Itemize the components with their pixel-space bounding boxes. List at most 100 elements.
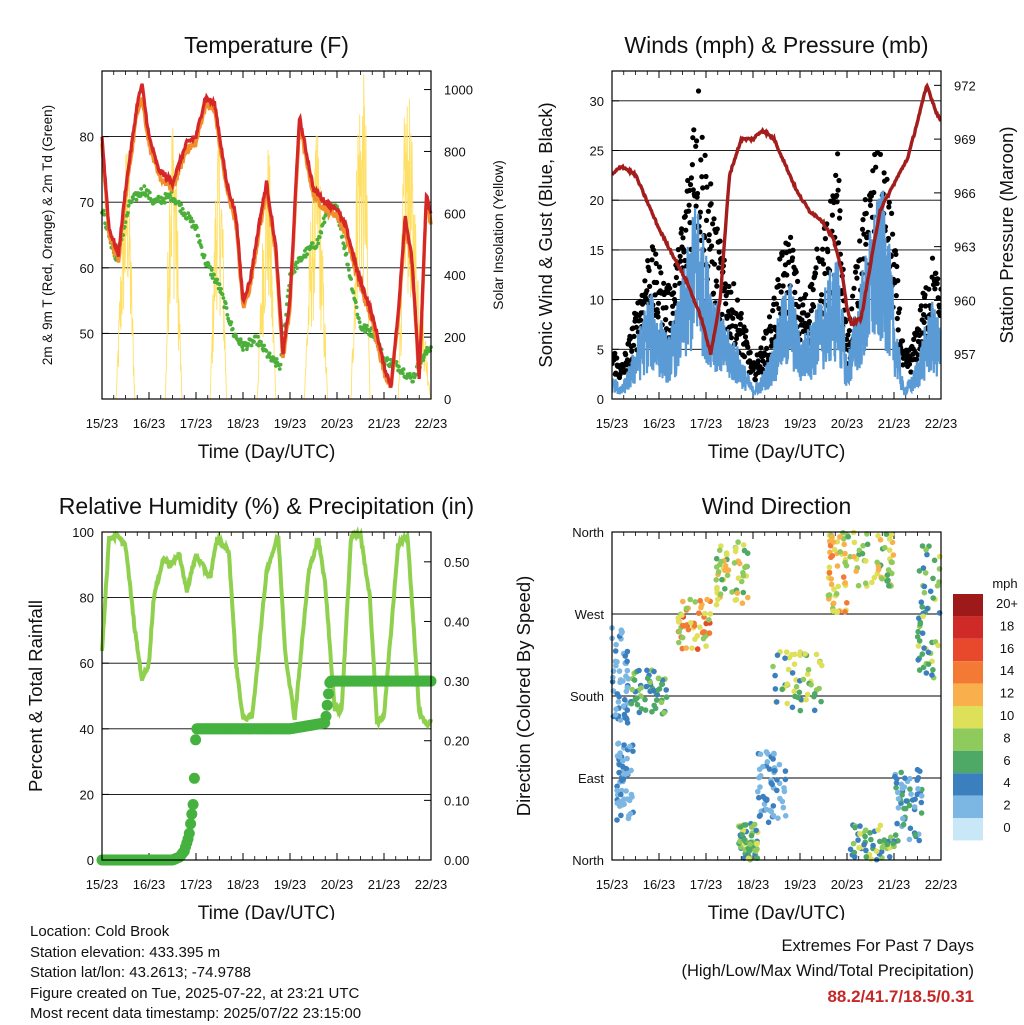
dewpoint-point xyxy=(346,268,351,272)
gust-point xyxy=(890,231,896,237)
direction-point xyxy=(893,780,900,786)
direction-point xyxy=(918,599,925,605)
dewpoint-point xyxy=(176,199,181,204)
direction-point xyxy=(651,668,657,675)
direction-point xyxy=(615,699,622,705)
gust-point xyxy=(737,321,743,327)
direction-point xyxy=(692,599,698,605)
gust-point xyxy=(810,287,816,293)
direction-point xyxy=(874,559,880,566)
gust-point xyxy=(626,358,632,364)
y2-tick-label: 0.30 xyxy=(444,674,469,689)
direction-point xyxy=(764,796,770,803)
gust-point xyxy=(661,280,667,286)
gust-point xyxy=(799,317,805,323)
gust-point xyxy=(645,258,651,264)
direction-point xyxy=(914,777,920,783)
gust-point xyxy=(870,168,876,174)
direction-point xyxy=(655,675,662,681)
gust-point xyxy=(656,264,663,270)
direction-point xyxy=(856,845,862,851)
direction-point xyxy=(616,668,623,674)
direction-point xyxy=(616,769,622,776)
direction-point xyxy=(852,824,858,831)
gust-point xyxy=(652,292,658,298)
y2-tick-label: 969 xyxy=(954,132,976,147)
direction-point xyxy=(779,686,785,693)
direction-point xyxy=(934,583,941,589)
dewpoint-point xyxy=(278,362,283,367)
dewpoint-point xyxy=(386,357,390,362)
gust-point xyxy=(663,305,669,311)
gust-point xyxy=(836,215,843,221)
gust-point xyxy=(805,312,811,318)
dewpoint-point xyxy=(206,262,211,266)
gust-point xyxy=(771,295,777,301)
dewpoint-point xyxy=(274,357,279,361)
direction-point xyxy=(906,802,913,809)
gust-point xyxy=(897,306,903,312)
direction-point xyxy=(903,798,909,804)
x-tick-label: 20/23 xyxy=(831,416,864,431)
x-tick-label: 21/23 xyxy=(878,877,911,892)
direction-point xyxy=(851,849,858,856)
colorbar-swatch xyxy=(953,773,983,796)
direction-point xyxy=(752,847,758,854)
colorbar-label: 8 xyxy=(1003,730,1010,745)
gust-point xyxy=(894,315,900,322)
direction-point xyxy=(610,674,616,681)
direction-point xyxy=(883,531,890,537)
direction-point xyxy=(613,641,619,648)
gust-point xyxy=(843,319,849,325)
direction-point xyxy=(857,823,863,829)
gust-point xyxy=(694,190,701,197)
figure-created: Figure created on Tue, 2025-07-22, at 23… xyxy=(30,984,360,1002)
extremes-box: Extremes For Past 7 Days (High/Low/Max W… xyxy=(681,934,974,1009)
x-tick-label: 15/23 xyxy=(86,416,119,431)
x-axis-label: Time (Day/UTC) xyxy=(198,442,336,463)
dewpoint-point xyxy=(168,193,173,198)
direction-point xyxy=(756,794,762,801)
gust-point xyxy=(845,332,851,338)
direction-point xyxy=(915,628,921,635)
direction-point xyxy=(613,706,619,712)
x-tick-label: 15/23 xyxy=(596,877,629,892)
gust-point xyxy=(633,324,640,330)
x-tick-label: 18/23 xyxy=(227,416,260,431)
dewpoint-point xyxy=(208,265,213,269)
gust-point xyxy=(937,304,941,310)
gust-point xyxy=(822,236,829,242)
direction-point xyxy=(749,824,755,830)
direction-point xyxy=(931,557,938,564)
gust-point xyxy=(675,247,681,253)
dewpoint-point xyxy=(245,347,249,352)
direction-point xyxy=(624,770,631,777)
gust-point xyxy=(741,354,748,360)
dewpoint-point xyxy=(134,197,139,202)
gust-point xyxy=(681,249,687,255)
dewpoint-point xyxy=(357,316,361,321)
gust-point xyxy=(649,257,655,263)
gust-point xyxy=(935,295,941,301)
direction-point xyxy=(855,582,862,589)
direction-point xyxy=(875,532,881,539)
direction-point xyxy=(614,783,620,790)
direction-point xyxy=(718,558,724,565)
precip-point xyxy=(320,710,332,722)
direction-point xyxy=(915,657,921,663)
gust-point xyxy=(884,176,890,182)
dewpoint-point xyxy=(198,239,202,243)
direction-point xyxy=(857,831,863,837)
direction-point xyxy=(625,815,632,822)
gust-point xyxy=(835,187,841,193)
dewpoint-point xyxy=(162,200,167,205)
direction-point xyxy=(831,586,837,592)
direction-point xyxy=(621,742,627,748)
gust-point xyxy=(764,345,770,351)
dewpoint-point xyxy=(256,343,261,348)
direction-point xyxy=(800,676,807,683)
gust-point xyxy=(709,243,715,249)
dewpoint-point xyxy=(319,230,324,235)
direction-point xyxy=(680,598,686,605)
x-axis-label: Time (Day/UTC) xyxy=(708,442,846,463)
